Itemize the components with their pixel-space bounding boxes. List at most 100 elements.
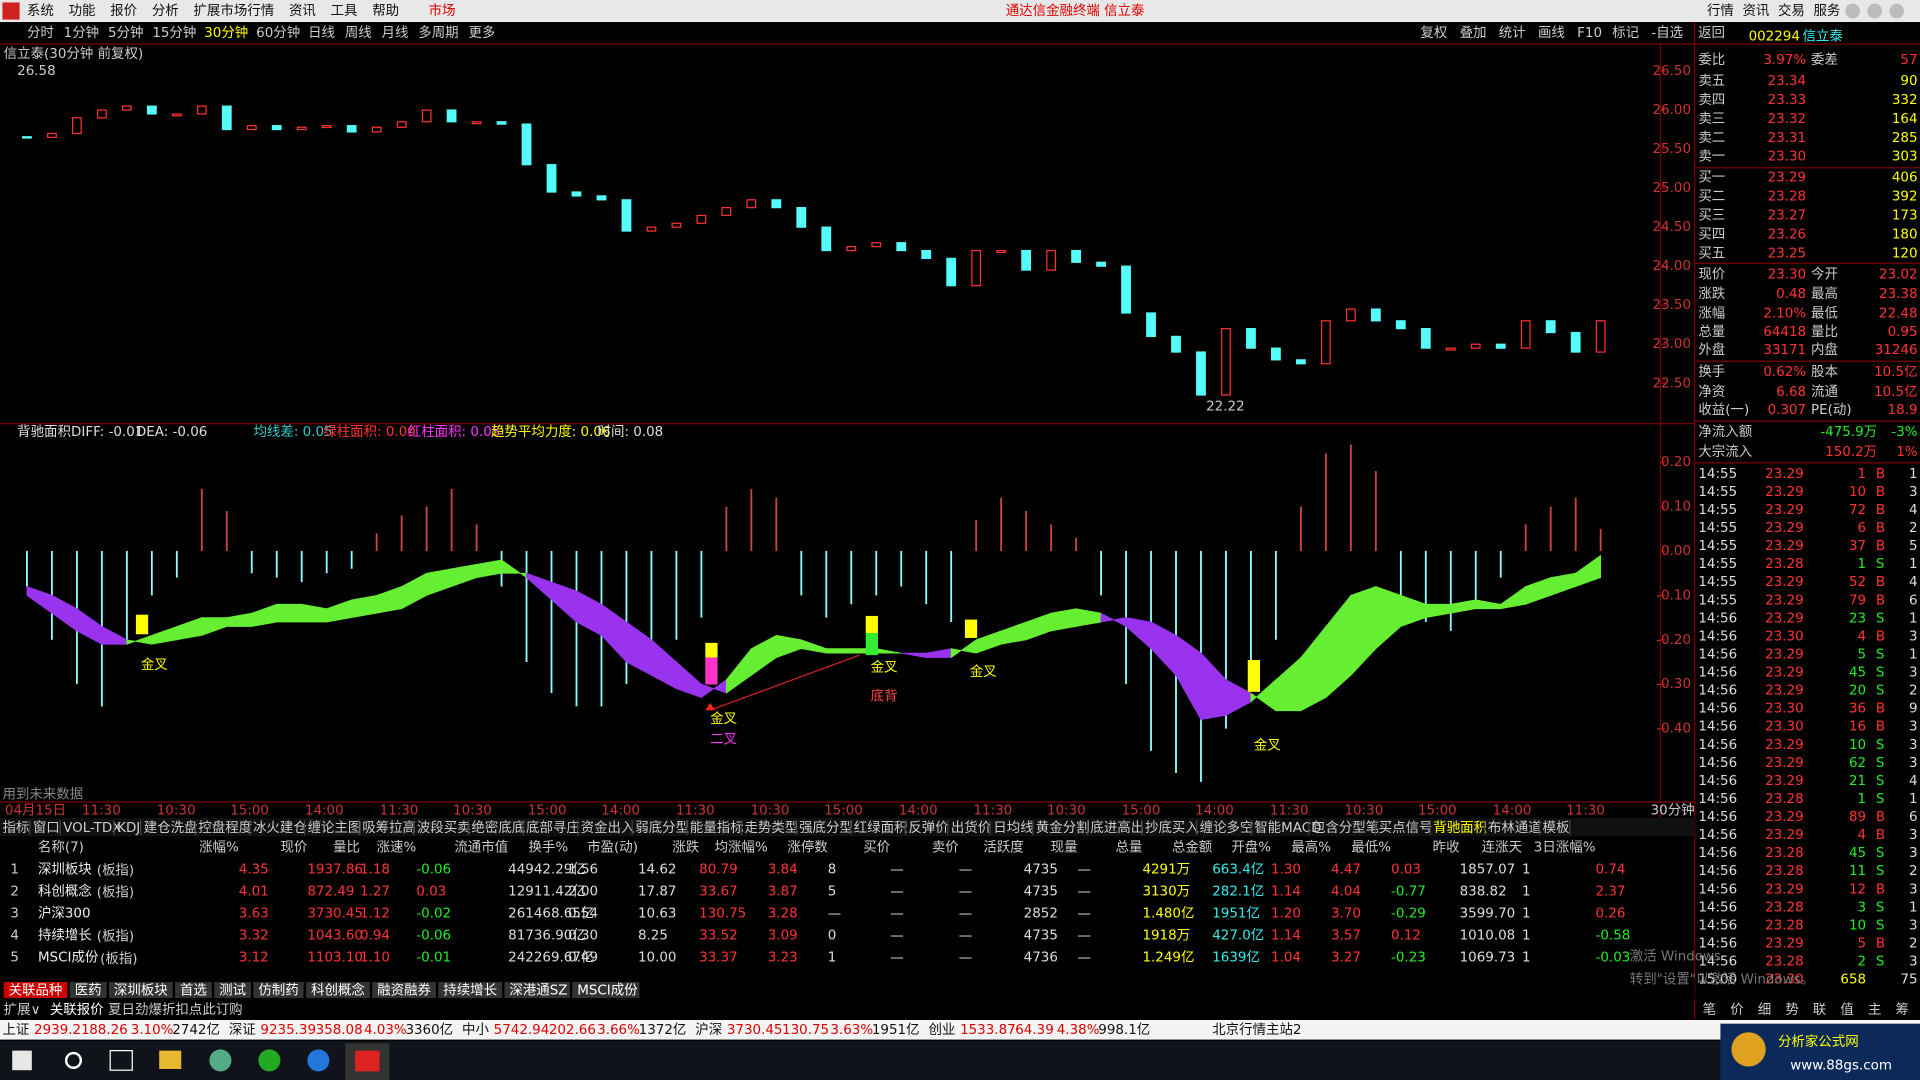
quote-tab[interactable]: 笔: [1703, 1002, 1716, 1018]
tool-button[interactable]: 复权: [1420, 24, 1447, 41]
tool-button[interactable]: 标记: [1612, 25, 1639, 41]
indicator-tab[interactable]: 智能MACD: [1254, 820, 1321, 836]
menu-item[interactable]: 扩展市场行情: [193, 2, 274, 19]
indicator-tab[interactable]: 包含分型笔: [1312, 820, 1379, 836]
period-tab[interactable]: 月线: [382, 25, 409, 41]
top-button[interactable]: 资讯: [1742, 3, 1769, 19]
sector-tab[interactable]: 关联品种: [9, 983, 63, 999]
menu-item[interactable]: 分析: [152, 3, 179, 19]
sector-tab-bg[interactable]: [372, 982, 436, 998]
sector-tab-bg[interactable]: [3, 982, 68, 998]
tool-button[interactable]: 叠加: [1460, 25, 1487, 41]
menu-item[interactable]: 功能: [69, 3, 96, 19]
menu-item[interactable]: 工具: [331, 4, 358, 19]
sector-tab-bg[interactable]: [175, 982, 212, 998]
window-control[interactable]: [1889, 3, 1905, 19]
indicator-tab[interactable]: 模板: [1543, 820, 1570, 836]
tool-button[interactable]: F10: [1577, 26, 1602, 41]
indicator-tab[interactable]: 强底分型: [799, 820, 853, 836]
indicator-tab[interactable]: 建仓洗盘: [144, 819, 198, 836]
indicator-tab[interactable]: 抄底买入: [1145, 820, 1199, 836]
quote-tab[interactable]: 值: [1840, 1002, 1853, 1018]
extra-link[interactable]: 扩展∨: [4, 1002, 41, 1018]
top-button[interactable]: 行情: [1707, 3, 1734, 19]
quote-tab[interactable]: 联: [1813, 1002, 1826, 1018]
quote-tab[interactable]: 价: [1730, 1003, 1744, 1018]
indicator-tab[interactable]: VOL-TDX: [63, 821, 121, 836]
sector-tab[interactable]: 深圳板块: [114, 983, 168, 999]
sector-tab[interactable]: 测试: [219, 983, 246, 999]
indicator-tab[interactable]: KDJ: [117, 821, 140, 836]
sector-tab-bg[interactable]: [253, 982, 304, 998]
quote-tab[interactable]: 筹: [1896, 1001, 1909, 1018]
quote-tab[interactable]: 细: [1758, 1002, 1771, 1018]
indicator-tab[interactable]: 冰火建仓: [253, 820, 307, 836]
period-tab[interactable]: 5分钟: [108, 24, 143, 41]
indicator-tab[interactable]: 出货价: [951, 819, 992, 836]
row-name[interactable]: 持续增长: [38, 928, 92, 944]
period-tab[interactable]: 分时: [27, 25, 54, 41]
sector-tab[interactable]: 持续增长: [443, 983, 497, 999]
indicator-tab[interactable]: 布林通道: [1488, 820, 1542, 836]
period-tab[interactable]: 更多: [468, 24, 495, 41]
app-icon[interactable]: [209, 1049, 232, 1072]
app-icon[interactable]: [355, 1050, 380, 1072]
taskview-icon[interactable]: [109, 1050, 133, 1071]
indicator-tab[interactable]: 弱底分型: [635, 820, 689, 836]
extra-link[interactable]: 夏日劲爆折扣点此订购: [108, 1002, 243, 1018]
indicator-tab[interactable]: 日均线: [993, 820, 1033, 836]
extra-link[interactable]: 关联报价: [50, 1002, 104, 1018]
sector-tab[interactable]: 仿制药: [258, 983, 298, 999]
start-button[interactable]: [12, 1050, 32, 1071]
indicator-tab[interactable]: 黄金分割: [1036, 819, 1090, 836]
indicator-tab[interactable]: 反弹价: [908, 820, 949, 836]
menu-item[interactable]: 系统: [27, 3, 54, 19]
period-tab[interactable]: 1分钟: [64, 24, 99, 41]
search-icon[interactable]: [64, 1051, 83, 1069]
indicator-tab[interactable]: 指标: [2, 820, 29, 836]
window-control[interactable]: [1867, 3, 1883, 19]
indicator-tab[interactable]: 缠论多空: [1200, 819, 1254, 836]
top-button[interactable]: 交易: [1778, 2, 1805, 19]
period-tab[interactable]: 30分钟: [204, 24, 248, 41]
indicator-tab[interactable]: 绝密底底: [471, 819, 525, 836]
sector-tab-bg[interactable]: [572, 982, 640, 998]
indicator-tab[interactable]: 能量指标: [690, 820, 744, 836]
indicator-tab[interactable]: 吸筹拉高: [362, 819, 416, 836]
window-control[interactable]: [1845, 3, 1860, 19]
tool-button[interactable]: 统计: [1499, 25, 1526, 41]
quote-tab[interactable]: 主: [1868, 1002, 1881, 1018]
menu-item[interactable]: 市场: [429, 2, 456, 19]
indicator-tab[interactable]: 资金出入: [581, 820, 635, 836]
sector-tab[interactable]: 深港通SZ: [509, 983, 567, 999]
period-tab[interactable]: 多周期: [418, 24, 458, 41]
indicator-tab[interactable]: 缠论主图: [308, 819, 362, 836]
sector-tab[interactable]: 医药: [75, 983, 102, 999]
period-tab[interactable]: 15分钟: [152, 24, 196, 41]
sector-tab[interactable]: 首选: [180, 983, 207, 999]
indicator-tab[interactable]: 底部寻庄: [526, 819, 580, 836]
app-icon[interactable]: [307, 1049, 330, 1072]
period-tab[interactable]: 日线: [308, 25, 335, 41]
period-tab[interactable]: 周线: [345, 25, 372, 41]
row-name[interactable]: MSCI成份: [38, 950, 99, 966]
sector-tab[interactable]: MSCI成份: [577, 983, 638, 999]
indicator-tab[interactable]: 背驰面积: [1433, 820, 1487, 836]
indicator-tab[interactable]: 控盘程度: [198, 819, 252, 836]
indicator-tab[interactable]: 走势类型: [744, 820, 798, 836]
tool-button[interactable]: 返回: [1698, 25, 1725, 41]
row-name[interactable]: 深圳板块: [38, 861, 92, 877]
indicator-tab[interactable]: 底进高出: [1090, 819, 1144, 836]
row-name[interactable]: 科创概念: [38, 882, 92, 899]
sector-tab-bg[interactable]: [504, 982, 570, 998]
explorer-icon[interactable]: [159, 1050, 182, 1069]
menu-item[interactable]: 帮助: [372, 3, 399, 19]
sector-tab[interactable]: 融资融券: [377, 983, 431, 999]
tool-button[interactable]: 画线: [1538, 25, 1565, 41]
indicator-tab[interactable]: 红绿面积: [854, 820, 908, 836]
sector-tab-bg[interactable]: [438, 982, 503, 998]
indicator-tab[interactable]: 买点信号: [1379, 820, 1433, 836]
tool-button[interactable]: -自选: [1651, 25, 1683, 41]
sector-tab-bg[interactable]: [108, 982, 173, 998]
top-button[interactable]: 服务: [1813, 3, 1840, 19]
